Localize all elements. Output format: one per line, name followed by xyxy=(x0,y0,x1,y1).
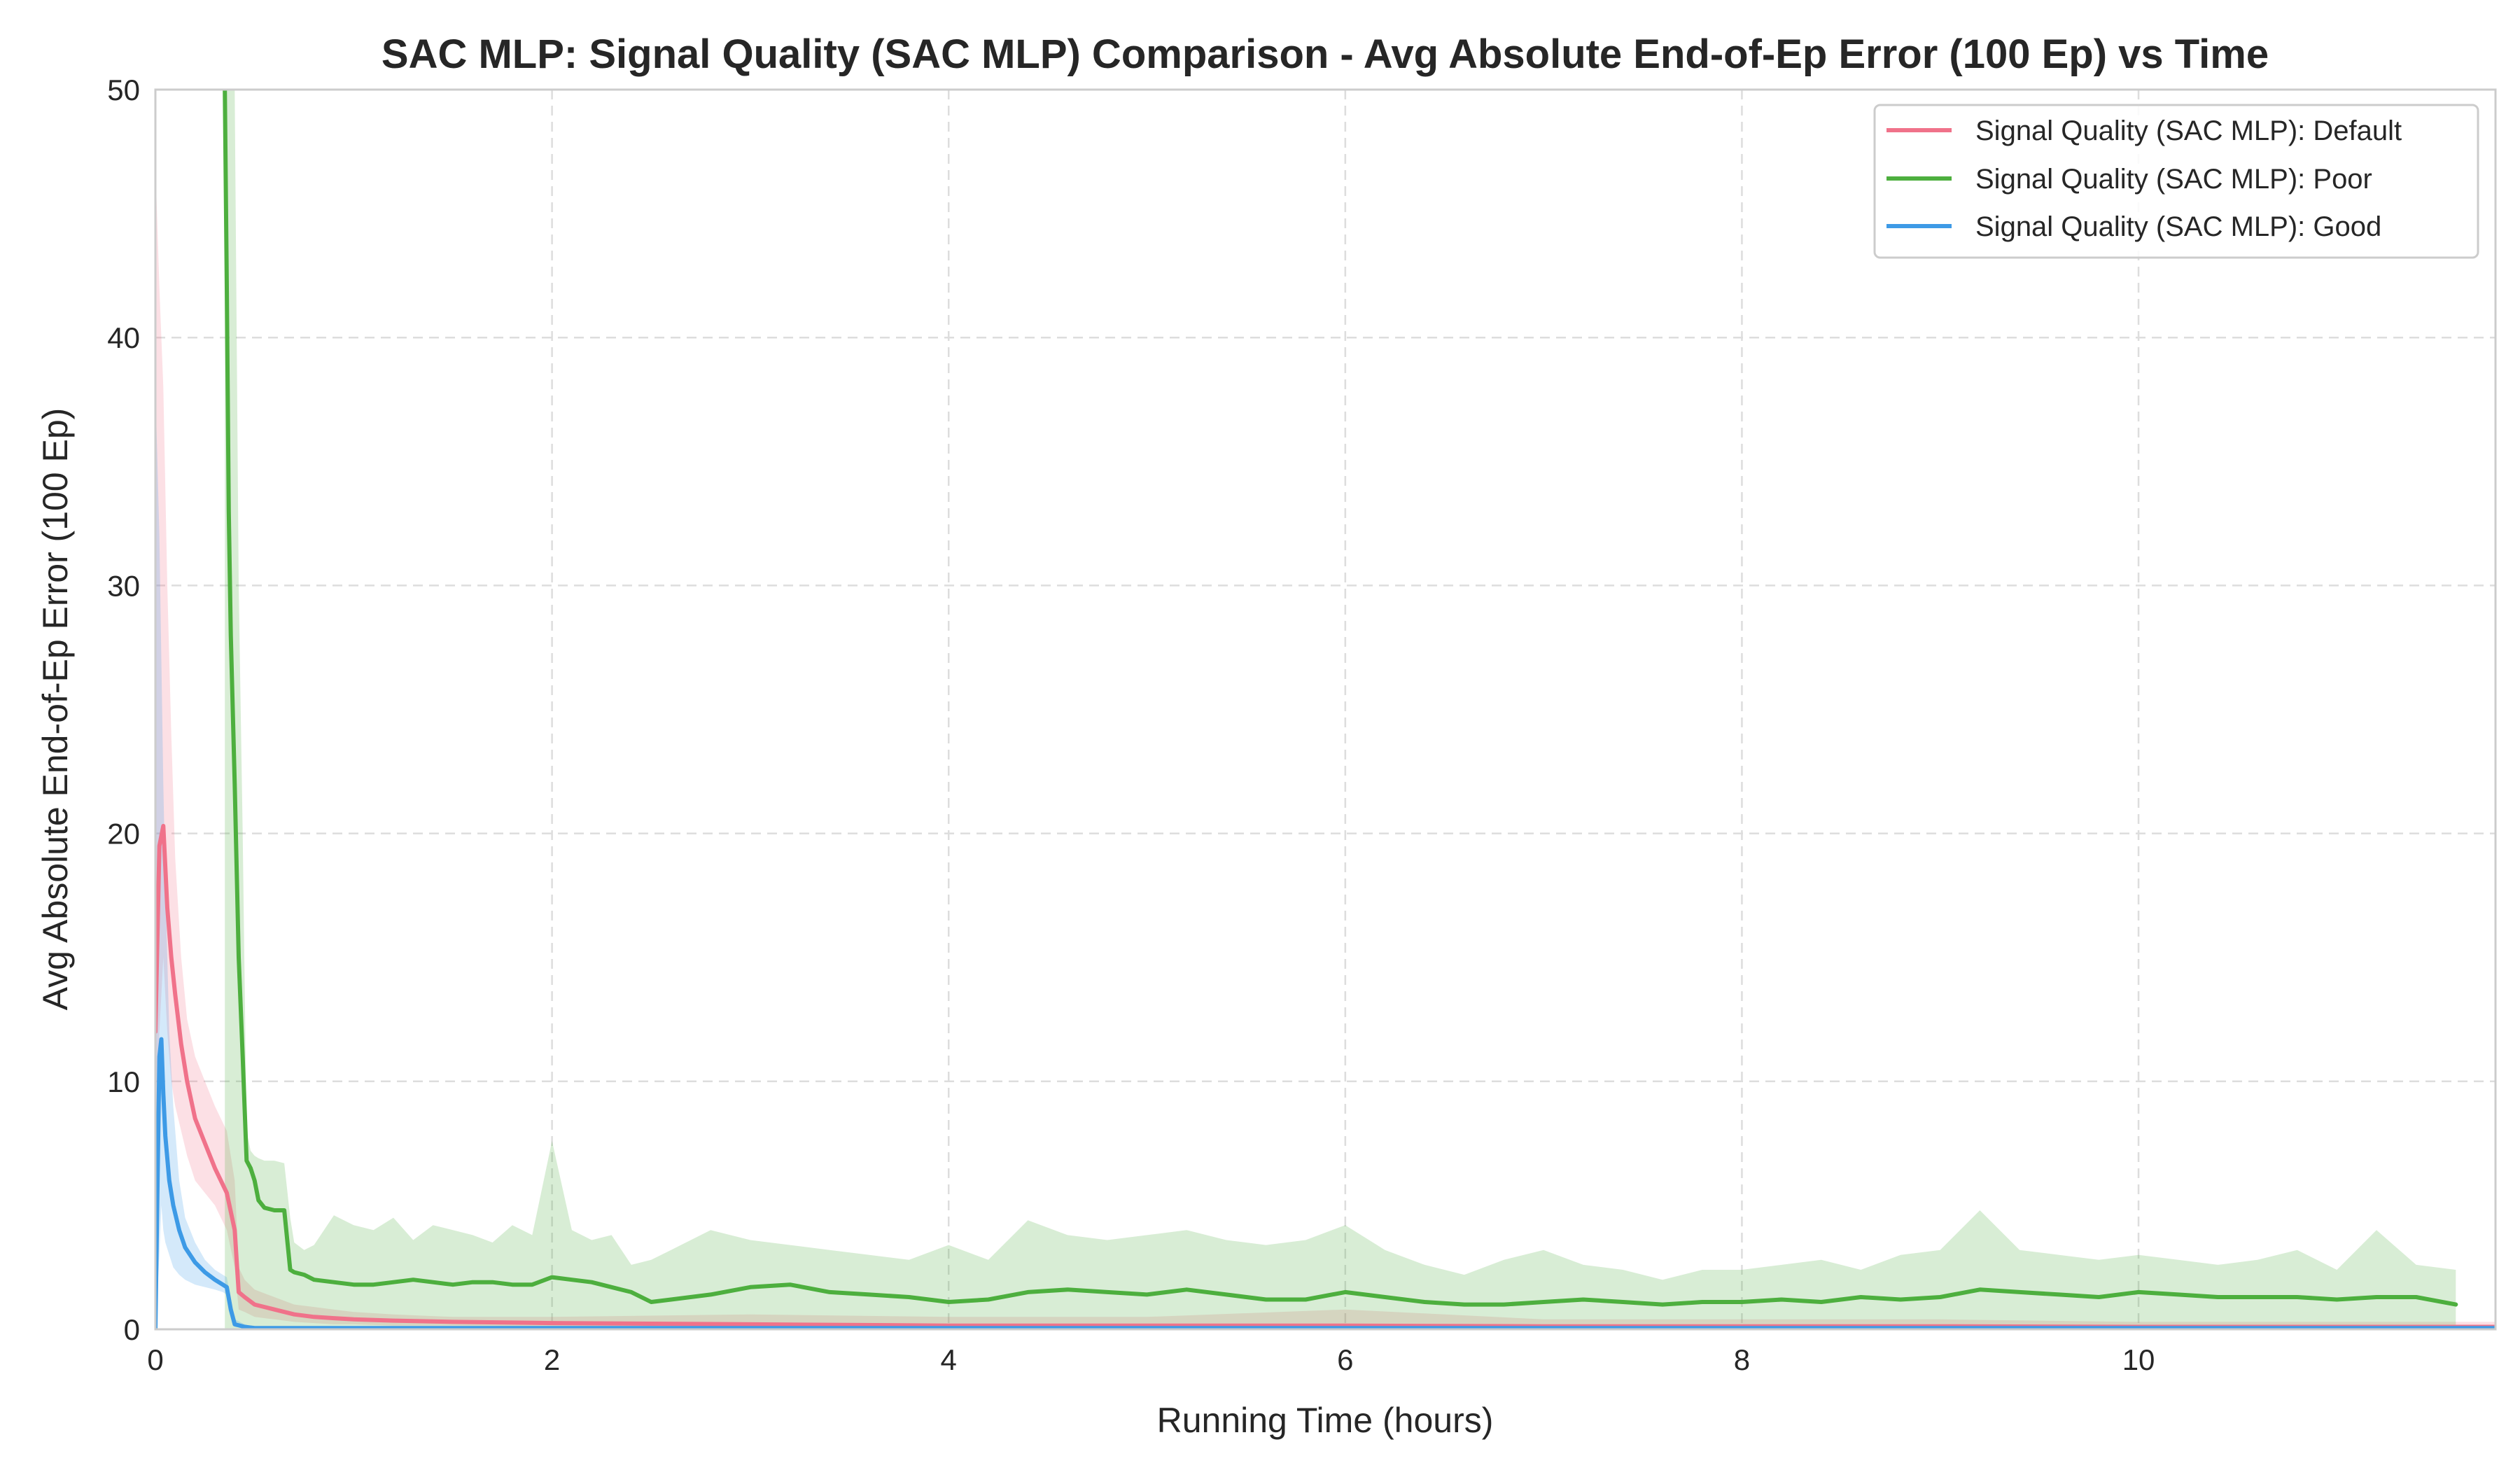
x-axis-label: Running Time (hours) xyxy=(1157,1401,1494,1440)
x-tick-label: 10 xyxy=(2122,1343,2155,1376)
series-lines xyxy=(155,90,2496,1329)
y-tick-label: 20 xyxy=(107,818,140,850)
x-tick-label: 0 xyxy=(147,1343,163,1376)
y-tick-label: 40 xyxy=(107,321,140,354)
x-tick-label: 4 xyxy=(941,1343,957,1376)
legend-label-good: Signal Quality (SAC MLP): Good xyxy=(1975,211,2381,242)
grid xyxy=(155,90,2496,1329)
tick-labels: 0 2 4 6 8 10 0 10 20 30 40 50 xyxy=(107,74,2155,1376)
legend-label-poor: Signal Quality (SAC MLP): Poor xyxy=(1975,164,2372,195)
legend-label-default: Signal Quality (SAC MLP): Default xyxy=(1975,115,2402,146)
y-tick-label: 50 xyxy=(107,74,140,106)
y-axis-label: Avg Absolute End-of-Ep Error (100 Ep) xyxy=(36,408,75,1011)
series-line-good xyxy=(155,1037,2496,1329)
legend: Signal Quality (SAC MLP): Default Signal… xyxy=(1873,104,2479,259)
y-tick-label: 0 xyxy=(124,1313,140,1346)
plot-area-border xyxy=(154,88,2497,1331)
y-tick-label: 30 xyxy=(107,569,140,602)
x-tick-label: 6 xyxy=(1337,1343,1353,1376)
chart-title: SAC MLP: Signal Quality (SAC MLP) Compar… xyxy=(382,31,2269,77)
y-tick-label: 10 xyxy=(107,1065,140,1098)
x-tick-label: 8 xyxy=(1734,1343,1750,1376)
legend-box xyxy=(1873,104,2479,259)
series-line-poor xyxy=(223,90,2458,1307)
x-tick-label: 2 xyxy=(544,1343,560,1376)
